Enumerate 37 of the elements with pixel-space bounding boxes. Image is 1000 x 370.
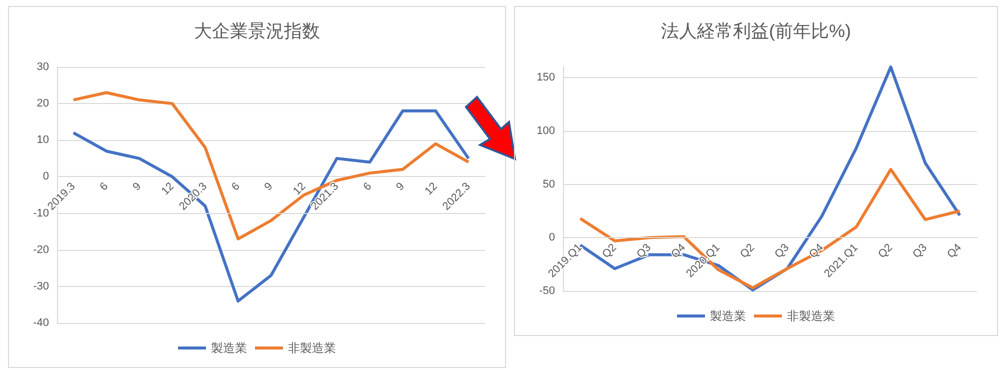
y-tick-label: -20 xyxy=(33,244,49,256)
x-tick-label: 12 xyxy=(159,180,176,198)
legend-label: 製造業 xyxy=(211,341,247,355)
x-tick-label: 6 xyxy=(230,180,242,194)
x-tick-label: 12 xyxy=(422,180,440,198)
y-tick-label: 100 xyxy=(536,125,555,137)
y-tick-label: 50 xyxy=(542,178,555,190)
chart-title: 大企業景況指数 xyxy=(194,21,320,41)
y-tick-label: 30 xyxy=(36,61,49,73)
x-tick-label: Q3 xyxy=(772,242,792,261)
chart-title: 法人経常利益(前年比%) xyxy=(661,21,851,41)
x-tick-label: Q4 xyxy=(669,242,688,261)
legend-label: 製造業 xyxy=(710,309,746,323)
x-tick-label: Q2 xyxy=(738,242,757,261)
y-tick-label: 0 xyxy=(42,170,49,183)
legend-label: 非製造業 xyxy=(288,341,336,355)
x-tick-label: 6 xyxy=(361,180,374,194)
y-tick-label: -10 xyxy=(33,207,49,220)
x-tick-label: 12 xyxy=(291,180,308,198)
y-tick-label: 20 xyxy=(36,98,49,110)
x-tick-label: Q3 xyxy=(910,242,930,261)
legend-label: 非製造業 xyxy=(787,309,835,323)
y-tick-label: 0 xyxy=(548,232,555,244)
y-tick-label: 10 xyxy=(36,134,49,146)
y-tick-label: -40 xyxy=(33,317,49,329)
x-tick-label: 9 xyxy=(130,180,144,194)
x-tick-label: Q2 xyxy=(876,242,895,261)
x-tick-label: Q4 xyxy=(945,242,964,261)
x-tick-label: 9 xyxy=(262,180,276,194)
x-tick-label: Q3 xyxy=(634,242,654,261)
x-tick-label: 6 xyxy=(98,180,111,194)
x-tick-label: Q4 xyxy=(807,242,826,261)
y-tick-label: 150 xyxy=(536,72,555,84)
x-tick-label: Q2 xyxy=(600,242,619,261)
y-tick-label: -50 xyxy=(539,285,555,297)
x-tick-label: 9 xyxy=(394,180,407,194)
y-tick-label: -30 xyxy=(33,280,49,292)
